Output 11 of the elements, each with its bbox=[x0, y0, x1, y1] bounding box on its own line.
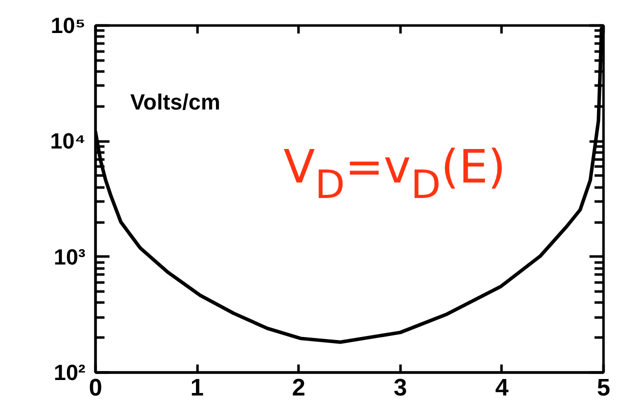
y-tick-label: 10² bbox=[54, 360, 86, 385]
y-tick-label: 10⁴ bbox=[50, 128, 86, 154]
y-tick-label: 10⁵ bbox=[50, 13, 86, 38]
y-tick-label: 10³ bbox=[54, 244, 86, 270]
x-tick-label: 0 bbox=[88, 374, 102, 402]
x-tick-label: 3 bbox=[394, 374, 407, 402]
x-tick-label: 4 bbox=[495, 374, 510, 402]
x-tick-label: 2 bbox=[292, 374, 306, 402]
y-axis-title: Volts/cm bbox=[130, 89, 220, 114]
x-tick-label: 5 bbox=[596, 374, 610, 402]
x-tick-label: 1 bbox=[190, 374, 204, 402]
